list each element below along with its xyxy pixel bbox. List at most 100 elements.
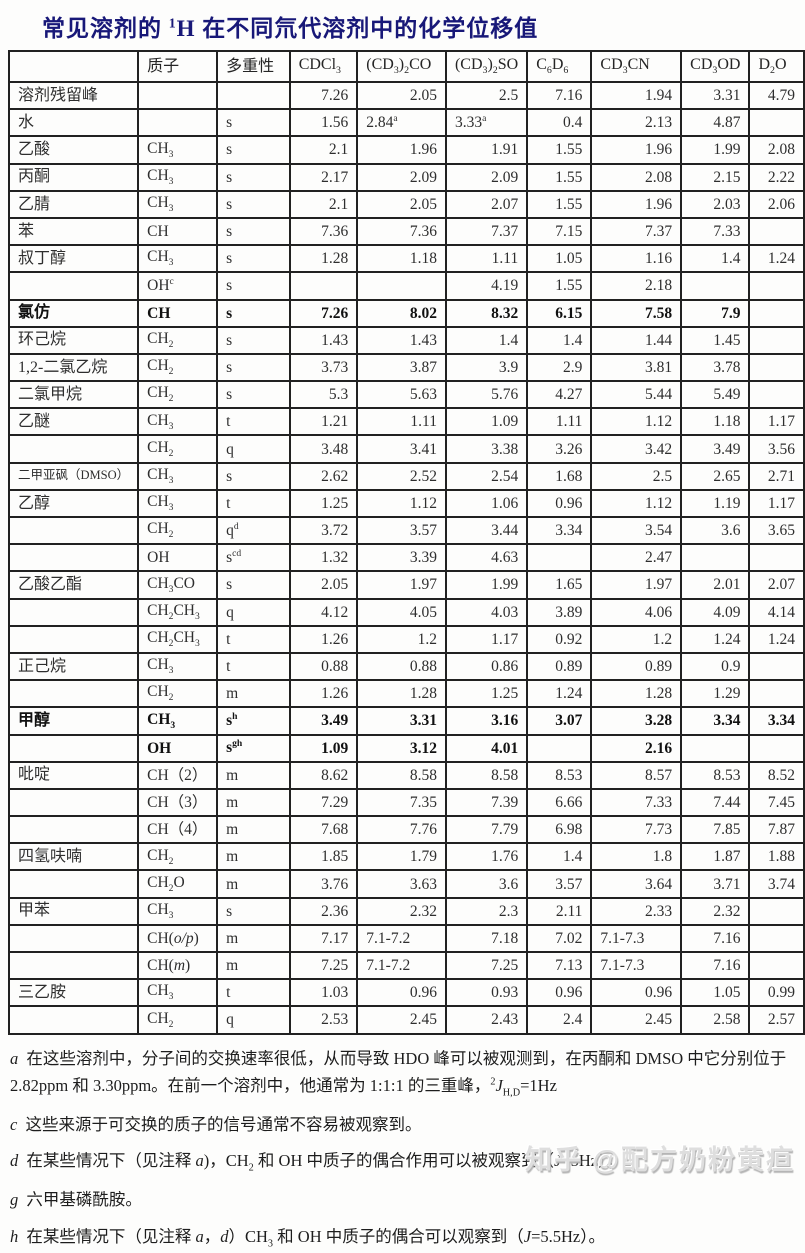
shift-value-cell: 3.63 [356, 869, 447, 899]
shift-value-cell: 1.06 [444, 488, 529, 519]
shift-value-cell: 7.9 [680, 298, 751, 328]
table-row: 苯 CH s 7.36 7.36 7.37 7.15 7.37 7.33 [7, 216, 805, 247]
shift-value-cell: 2.11 [526, 896, 593, 926]
shift-value-cell: 8.53 [680, 760, 751, 790]
shift-value-cell: 3.9 [444, 352, 529, 383]
table-row: CH(m) m 7.25 7.1-7.2 7.25 7.13 7.1-7.3 7.16 [7, 950, 805, 981]
page-title: 常见溶剂的 1H 在不同氘代溶剂中的化学位移值 [42, 15, 539, 41]
proton-cell: CH [137, 216, 219, 247]
multiplicity-cell: m [216, 787, 291, 818]
proton-cell: CH2 [137, 842, 219, 872]
shift-value-cell: 1.99 [680, 135, 751, 165]
shift-value-cell: 7.87 [748, 815, 805, 845]
shift-value-cell: 0.96 [526, 488, 593, 519]
shift-value-cell: 4.14 [748, 597, 805, 627]
shift-value-cell: 3.49 [680, 434, 751, 464]
shift-value-cell: 2.52 [356, 461, 447, 491]
shift-value-cell: 7.79 [444, 815, 529, 845]
shift-value-cell: 4.19 [444, 271, 529, 301]
shift-value-cell: 0.93 [444, 978, 529, 1008]
table-row: CH2 qd 3.72 3.57 3.44 3.34 3.54 3.6 3.65 [7, 515, 805, 546]
shift-value-cell: 1.12 [590, 488, 683, 519]
shift-value-cell: 7.39 [444, 787, 529, 818]
column-header-4: (CD3)2CO [356, 50, 447, 83]
footnote-h: h 在某些情况下（见注释 a，d）CH3 和 OH 中质子的偶合可以观察到（J=… [10, 1226, 605, 1249]
shift-value-cell: 0.88 [356, 651, 447, 682]
shift-value-cell: 4.27 [526, 380, 593, 410]
multiplicity-cell: q [216, 434, 291, 464]
shift-value-cell: 2.09 [356, 162, 447, 192]
shift-value-cell: 7.25 [288, 950, 359, 981]
shift-value-cell: 1.16 [590, 244, 683, 274]
proton-cell: OH [137, 543, 219, 573]
shift-value-cell: 0.99 [748, 978, 805, 1008]
table-row: CH2 q 3.48 3.41 3.38 3.26 3.42 3.49 3.56 [7, 434, 805, 464]
shift-value-cell: 0.4 [526, 108, 593, 138]
table-row: 乙腈 CH3 s 2.1 2.05 2.07 1.55 1.96 2.03 2.06 [7, 189, 805, 219]
shift-value-cell: 4.87 [680, 108, 751, 138]
shift-value-cell [748, 679, 805, 709]
shift-value-cell: 7.25 [444, 950, 529, 981]
table-row: 乙酸乙酯 CH3CO s 2.05 1.97 1.99 1.65 1.97 2.01 2.07 [7, 570, 805, 600]
proton-cell [137, 108, 219, 138]
solvent-name-cell: 叔丁醇 [7, 244, 140, 274]
proton-cell: CH3 [137, 706, 219, 736]
shift-value-cell: 3.74 [748, 869, 805, 899]
shift-value-cell: 0.86 [444, 651, 529, 682]
proton-cell: CH3 [137, 162, 219, 192]
shift-value-cell: 2.15 [680, 162, 751, 192]
proton-cell: CH3 [137, 896, 219, 926]
table-row: CH2O m 3.76 3.63 3.6 3.57 3.64 3.71 3.74 [7, 869, 805, 899]
zhihu-watermark: 知乎 @配方奶粉黄疸 [525, 1138, 795, 1177]
solvent-name-cell: 溶剂残留峰 [7, 80, 140, 111]
solvent-name-cell [7, 271, 140, 301]
shift-value-cell: 1.76 [444, 842, 529, 872]
multiplicity-cell: q [216, 1005, 291, 1035]
proton-cell: CH3 [137, 189, 219, 219]
multiplicity-cell: m [216, 815, 291, 845]
shift-value-cell: 2.13 [590, 108, 683, 138]
shift-value-cell: 7.1-7.3 [590, 950, 683, 981]
shift-value-cell: 3.6 [444, 869, 529, 899]
shift-value-cell [748, 651, 805, 682]
shift-value-cell: 1.44 [590, 325, 683, 355]
shift-value-cell: 1.24 [748, 244, 805, 274]
shift-value-cell: 3.72 [288, 515, 359, 546]
shift-value-cell: 1.12 [356, 488, 447, 519]
shift-value-cell: 3.41 [356, 434, 447, 464]
solvent-name-cell [7, 950, 140, 981]
multiplicity-cell: s [216, 896, 291, 926]
shift-value-cell: 1.24 [748, 624, 805, 654]
shift-value-cell: 1.21 [288, 407, 359, 437]
shift-value-cell: 0.9 [680, 651, 751, 682]
shift-value-cell: 1.2 [356, 624, 447, 654]
shift-value-cell: 3.39 [356, 543, 447, 573]
table-row: OH sgh 1.09 3.12 4.01 2.16 [7, 733, 805, 763]
shift-value-cell: 8.57 [590, 760, 683, 790]
shift-value-cell: 3.6 [680, 515, 751, 546]
proton-cell: CH（3） [137, 787, 219, 818]
table-row: 甲苯 CH3 s 2.36 2.32 2.3 2.11 2.33 2.32 [7, 896, 805, 926]
shift-value-cell [748, 733, 805, 763]
solvent-name-cell [7, 597, 140, 627]
shift-value-cell: 1.79 [356, 842, 447, 872]
table-row: CH2 q 2.53 2.45 2.43 2.4 2.45 2.58 2.57 [7, 1005, 805, 1035]
shift-value-cell: 7.26 [288, 298, 359, 328]
proton-cell: CH2 [137, 380, 219, 410]
solvent-name-cell: 乙腈 [7, 189, 140, 219]
shift-value-cell: 1.19 [680, 488, 751, 519]
shift-value-cell [748, 950, 805, 981]
shift-value-cell: 2.58 [680, 1005, 751, 1035]
shift-value-cell: 1.24 [680, 624, 751, 654]
shift-value-cell: 8.52 [748, 760, 805, 790]
shift-value-cell: 1.11 [356, 407, 447, 437]
proton-cell: CH2 [137, 679, 219, 709]
shift-value-cell: 1.96 [356, 135, 447, 165]
shift-value-cell: 7.1-7.3 [590, 923, 683, 954]
shift-value-cell: 0.96 [590, 978, 683, 1008]
shift-value-cell: 3.42 [590, 434, 683, 464]
table-row: OH scd 1.32 3.39 4.63 2.47 [7, 543, 805, 573]
shift-value-cell: 2.1 [288, 135, 359, 165]
shift-value-cell: 4.12 [288, 597, 359, 627]
shift-value-cell: 1.03 [288, 978, 359, 1008]
